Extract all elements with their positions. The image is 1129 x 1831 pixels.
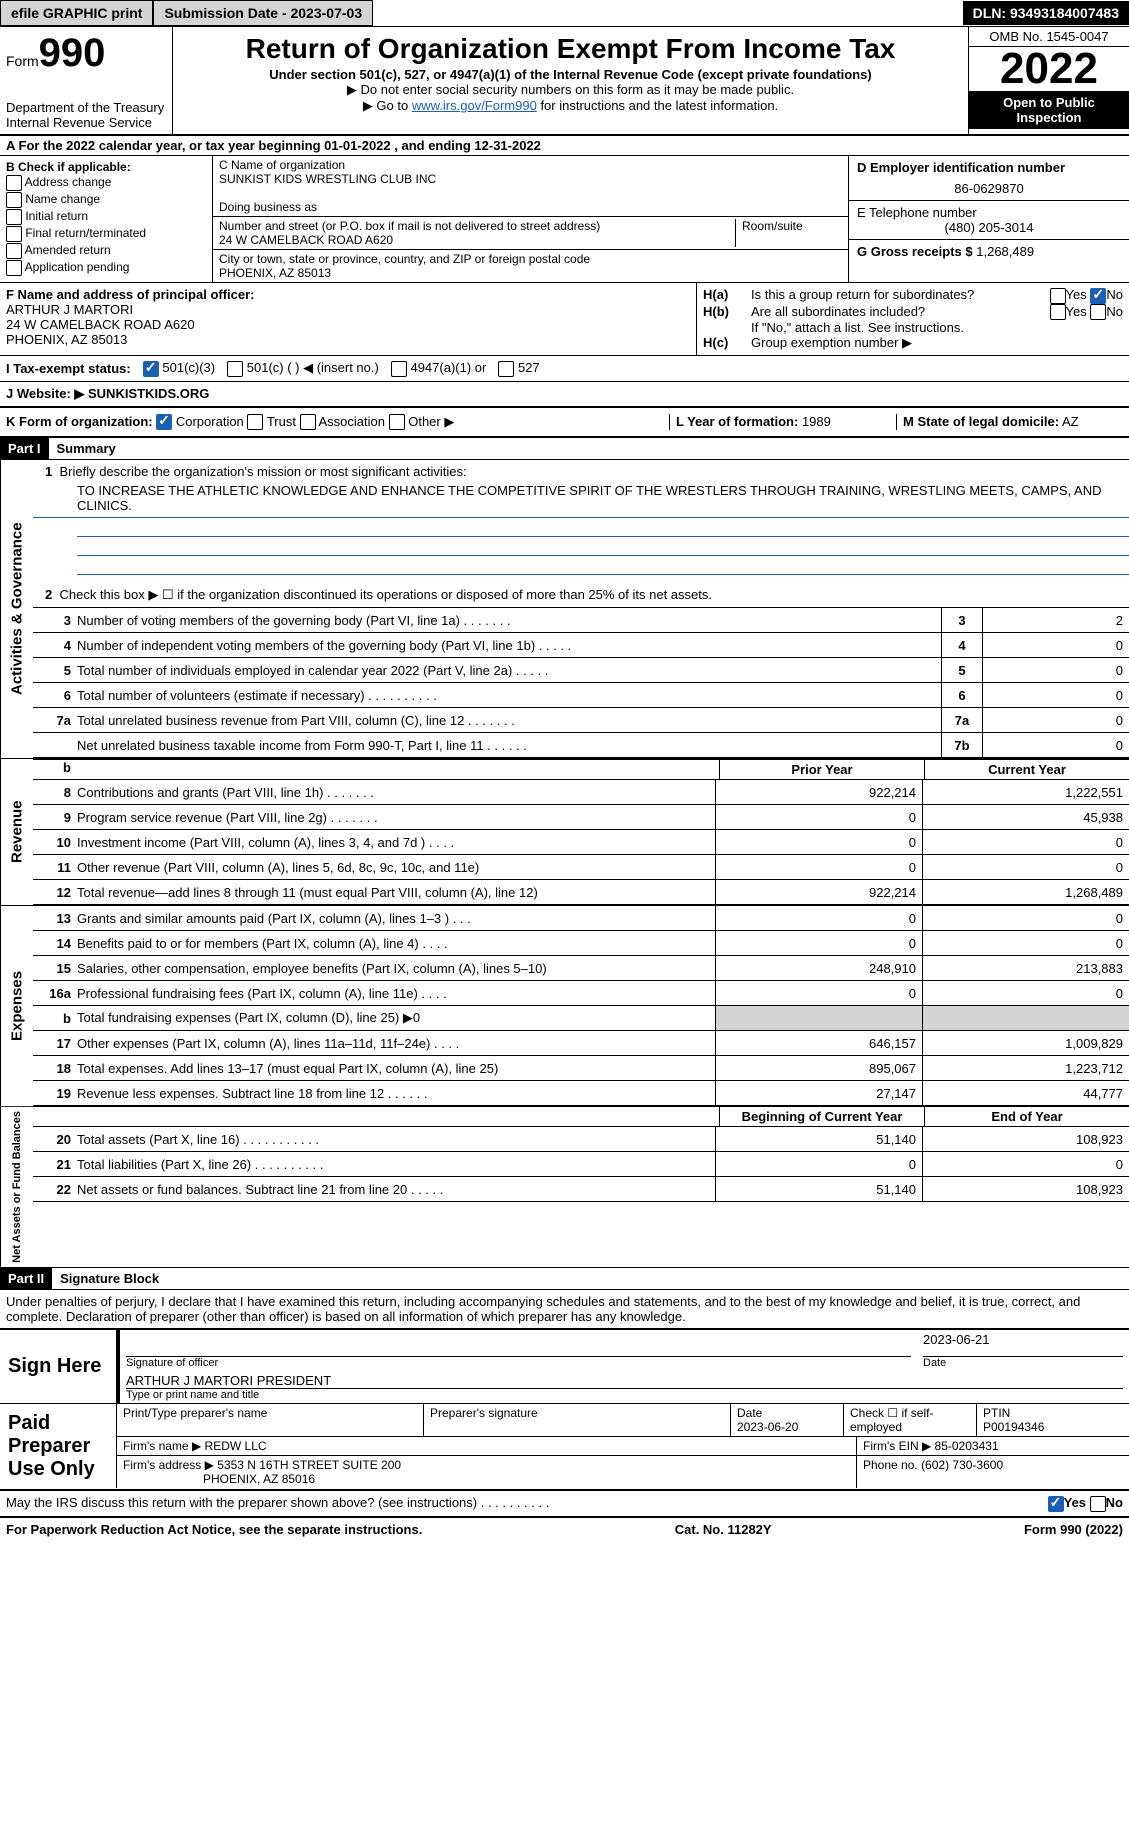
footer-row: For Paperwork Reduction Act Notice, see … [0, 1516, 1129, 1541]
boxc-addr: 24 W CAMELBACK ROAD A620 [219, 233, 735, 247]
part2-title: Signature Block [52, 1268, 167, 1289]
boxb-item: Initial return [6, 209, 206, 225]
part1-bar: Part I Summary [0, 438, 1129, 460]
boxf-label: F Name and address of principal officer: [6, 287, 255, 302]
klm-row: K Form of organization: Corporation Trus… [0, 408, 1129, 439]
boxb-items: Address change Name change Initial retur… [6, 175, 206, 276]
footer-mid: Cat. No. 11282Y [675, 1522, 772, 1537]
boxb-item: Address change [6, 175, 206, 191]
section-fh: F Name and address of principal officer:… [0, 283, 1129, 356]
revenue-block: Revenue b Prior Year Current Year 8Contr… [0, 759, 1129, 906]
irs-link[interactable]: www.irs.gov/Form990 [412, 98, 537, 113]
boxc-name: SUNKIST KIDS WRESTLING CLUB INC [219, 172, 842, 186]
boxf-addr: 24 W CAMELBACK ROAD A620 [6, 317, 690, 332]
boxh-note: If "No," attach a list. See instructions… [703, 320, 1123, 335]
boxb-item: Name change [6, 192, 206, 208]
tax-status-row: I Tax-exempt status: 501(c)(3) 501(c) ( … [0, 356, 1129, 382]
side-rev: Revenue [0, 759, 33, 905]
part1-title: Summary [49, 438, 124, 459]
preparer-side: Paid Preparer Use Only [0, 1404, 116, 1489]
activities-governance-block: Activities & Governance 1 1 Briefly desc… [0, 460, 1129, 759]
boxb-item: Final return/terminated [6, 226, 206, 242]
side-exp: Expenses [0, 906, 33, 1106]
website-row: J Website: ▶ SUNKISTKIDS.ORG [0, 382, 1129, 408]
form-number: 990 [39, 31, 106, 75]
boxe-value: (480) 205-3014 [857, 220, 1121, 235]
footer-right: Form 990 (2022) [1024, 1522, 1123, 1537]
side-na: Net Assets or Fund Balances [0, 1107, 33, 1267]
boxc-city: PHOENIX, AZ 85013 [219, 266, 842, 280]
part2-bar: Part II Signature Block [0, 1268, 1129, 1290]
boxg-value: 1,268,489 [976, 244, 1034, 259]
boxb-label: B Check if applicable: [6, 160, 206, 174]
declaration-text: Under penalties of perjury, I declare th… [0, 1290, 1129, 1330]
sign-here-row: Sign Here Signature of officer 2023-06-2… [0, 1330, 1129, 1404]
boxf-city: PHOENIX, AZ 85013 [6, 332, 690, 347]
boxe-label: E Telephone number [857, 205, 1121, 220]
footer-left: For Paperwork Reduction Act Notice, see … [6, 1522, 422, 1537]
efile-cell: efile GRAPHIC print [0, 0, 153, 26]
boxc-city-label: City or town, state or province, country… [219, 252, 842, 266]
preparer-row: Paid Preparer Use Only Print/Type prepar… [0, 1404, 1129, 1491]
dept-text: Department of the Treasury Internal Reve… [6, 100, 166, 130]
open-to-public: Open to Public Inspection [969, 91, 1129, 129]
form-header: Form990 Department of the Treasury Inter… [0, 26, 1129, 136]
dln-cell: DLN: 93493184007483 [963, 1, 1129, 25]
discuss-row: May the IRS discuss this return with the… [0, 1491, 1129, 1516]
na-lines: 20Total assets (Part X, line 16) . . . .… [33, 1127, 1129, 1202]
ag-lines: 3Number of voting members of the governi… [33, 608, 1129, 758]
boxc-room-label: Room/suite [735, 219, 842, 247]
calendar-year-row: A For the 2022 calendar year, or tax yea… [0, 136, 1129, 156]
boxc-name-label: C Name of organization [219, 158, 842, 172]
form-note1: ▶ Do not enter social security numbers o… [179, 82, 962, 98]
sign-here-label: Sign Here [0, 1330, 116, 1403]
rev-lines: 8Contributions and grants (Part VIII, li… [33, 780, 1129, 905]
form-subtitle: Under section 501(c), 527, or 4947(a)(1)… [179, 67, 962, 82]
boxf-name: ARTHUR J MARTORI [6, 302, 690, 317]
boxg-label: G Gross receipts $ [857, 244, 973, 259]
submission-cell: Submission Date - 2023-07-03 [153, 0, 373, 26]
mission-text: TO INCREASE THE ATHLETIC KNOWLEDGE AND E… [33, 479, 1129, 518]
boxd-value: 86-0629870 [857, 181, 1121, 196]
exp-lines: 13Grants and similar amounts paid (Part … [33, 906, 1129, 1106]
form-title: Return of Organization Exempt From Incom… [179, 33, 962, 65]
expenses-block: Expenses 13Grants and similar amounts pa… [0, 906, 1129, 1107]
part2-label: Part II [0, 1268, 52, 1289]
boxb-item: Amended return [6, 243, 206, 259]
boxc-dba-label: Doing business as [219, 200, 842, 214]
netassets-block: Net Assets or Fund Balances Beginning of… [0, 1107, 1129, 1268]
boxb-item: Application pending [6, 260, 206, 276]
form-note2: ▶ Go to www.irs.gov/Form990 for instruct… [179, 98, 962, 114]
section-bcdeg: B Check if applicable: Address change Na… [0, 156, 1129, 283]
side-ag: Activities & Governance [0, 460, 33, 758]
boxd-label: D Employer identification number [857, 160, 1121, 175]
part1-label: Part I [0, 438, 49, 459]
top-bar: efile GRAPHIC print Submission Date - 20… [0, 0, 1129, 26]
boxc-addr-label: Number and street (or P.O. box if mail i… [219, 219, 735, 233]
form-prefix: Form [6, 53, 39, 69]
boxi-label: I Tax-exempt status: [6, 361, 131, 376]
tax-year: 2022 [969, 47, 1129, 91]
